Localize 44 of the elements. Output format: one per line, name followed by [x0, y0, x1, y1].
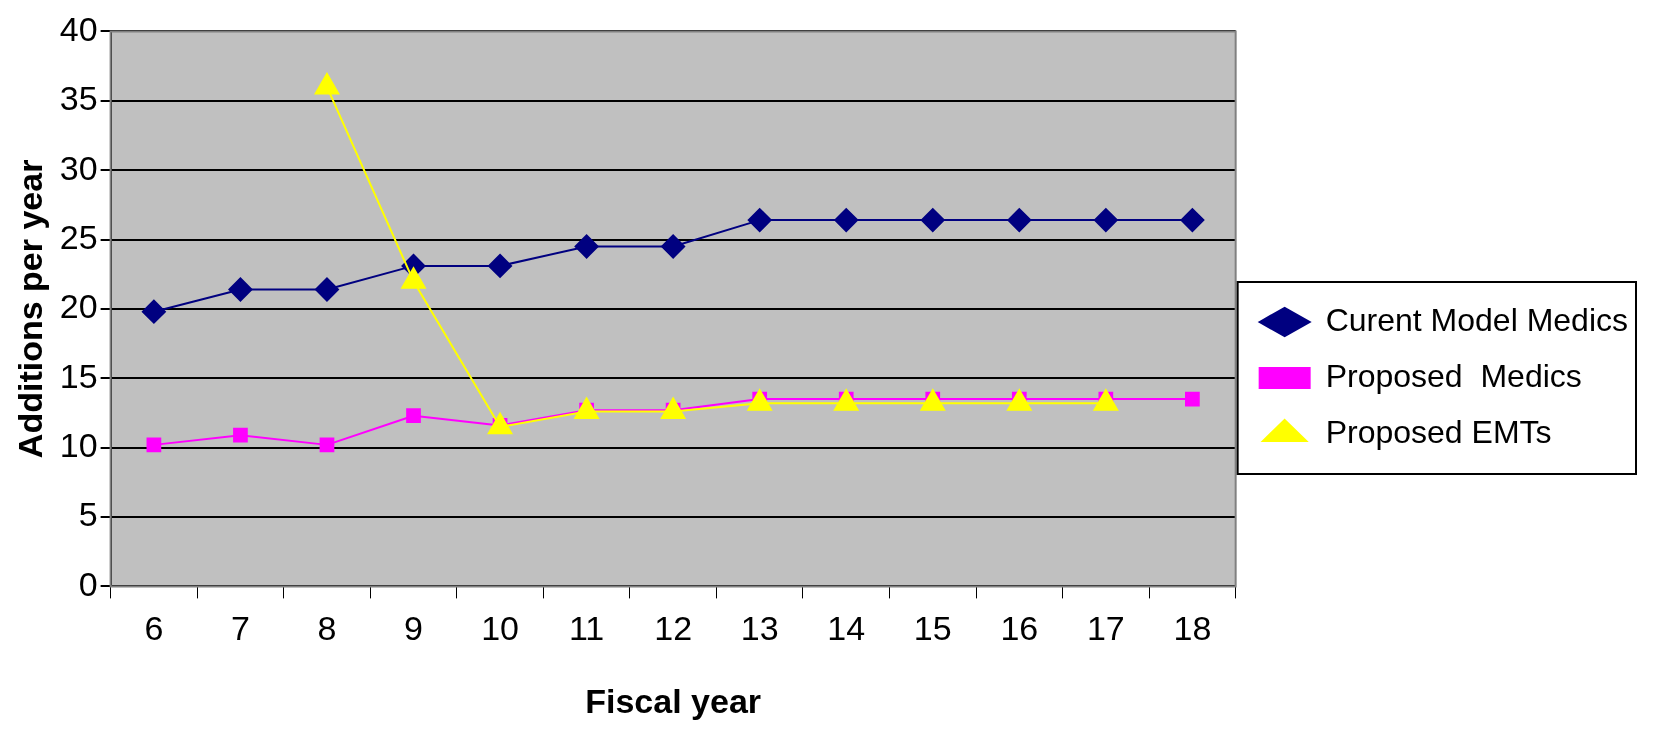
y-tick-label: 20: [59, 287, 98, 326]
point: [920, 208, 945, 233]
y-tick-label: 15: [59, 356, 98, 395]
point: [141, 299, 166, 324]
point: [1093, 208, 1118, 233]
x-tick-label: 18: [1173, 609, 1212, 648]
x-tick-label: 12: [654, 609, 693, 648]
point: [574, 234, 599, 259]
x-axis-title: Fiscal year: [585, 681, 762, 720]
point: [661, 234, 686, 259]
x-tick-label: 17: [1086, 609, 1125, 648]
y-tick-label: 35: [59, 79, 98, 118]
x-tick-label: 11: [568, 609, 605, 648]
y-tick-label: 30: [59, 148, 98, 187]
point: [747, 208, 772, 233]
x-tick-label: 16: [1000, 609, 1039, 648]
point: [1185, 391, 1200, 407]
y-tick-label: 10: [59, 426, 98, 465]
point: [233, 427, 248, 443]
x-tick-label: 10: [481, 609, 519, 648]
x-tick-label: 7: [230, 609, 250, 648]
x-tick-label: 6: [144, 609, 164, 648]
point: [319, 437, 335, 453]
x-tick-label: 13: [740, 609, 779, 648]
y-tick-label: 40: [59, 9, 98, 48]
point: [1007, 208, 1032, 233]
x-tick-label: 9: [404, 609, 423, 648]
y-tick-label: 5: [78, 495, 98, 534]
point: [834, 208, 859, 233]
point: [228, 277, 253, 302]
point: [146, 437, 162, 453]
point: [406, 408, 421, 424]
x-tick-label: 14: [827, 609, 866, 648]
legend-label: Proposed Medics: [1325, 357, 1582, 394]
y-tick-label: 0: [78, 564, 98, 603]
x-tick-label: 15: [913, 609, 952, 648]
point: [488, 253, 513, 278]
legend-label: Proposed EMTs: [1325, 413, 1552, 450]
legend-label: Curent Model Medics: [1325, 301, 1628, 338]
y-axis-title: Additions per year: [10, 159, 49, 459]
point: [314, 277, 339, 302]
point: [1180, 208, 1205, 233]
y-tick-label: 25: [59, 217, 98, 256]
x-tick-label: 8: [317, 609, 337, 648]
